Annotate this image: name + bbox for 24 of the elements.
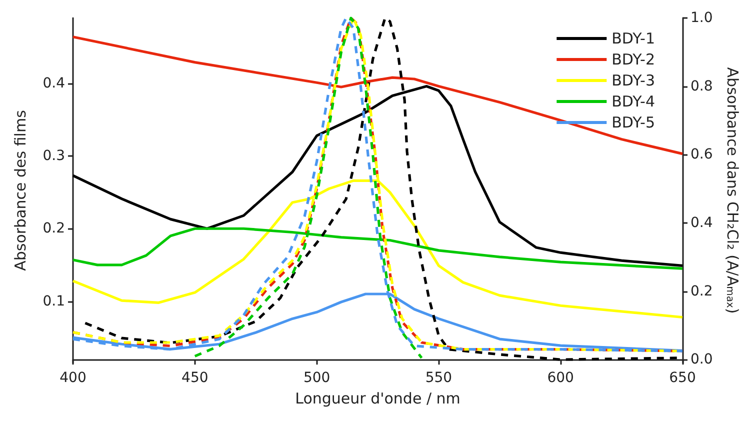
y2-tick-label: 0.4 [690, 214, 713, 231]
y-tick-label: 0.3 [42, 148, 65, 164]
y-tick-label: 0.2 [42, 220, 65, 237]
y2-tick-label: 0.6 [690, 146, 713, 163]
y2-tick-label: 0.2 [690, 283, 713, 300]
x-tick-label: 450 [182, 370, 208, 386]
y2-tick-label: 1.0 [690, 10, 713, 26]
y2-tick-label: 0.0 [690, 352, 713, 368]
x-axis-title: Longueur d'onde / nm [295, 390, 460, 408]
legend-label: BDY-5 [612, 114, 655, 132]
y2-axis-title: Absorbance dans CH₂Cl₂ (A/Amax) [724, 67, 742, 314]
legend-label: BDY-1 [612, 30, 655, 48]
x-tick-label: 400 [60, 370, 86, 386]
y-tick-label: 0.4 [42, 75, 66, 92]
x-tick-label: 650 [669, 370, 696, 386]
x-tick-label: 500 [303, 370, 330, 386]
x-tick-label: 600 [547, 370, 574, 386]
legend-label: BDY-4 [612, 92, 655, 110]
y2-tick-label: 0.8 [690, 78, 713, 94]
y-tick-label: 0.1 [42, 293, 65, 310]
legend-label: BDY-2 [612, 50, 655, 68]
legend-label: BDY-3 [612, 72, 655, 90]
x-tick-label: 550 [425, 370, 452, 386]
y-axis-title: Absorbance des films [12, 110, 30, 271]
